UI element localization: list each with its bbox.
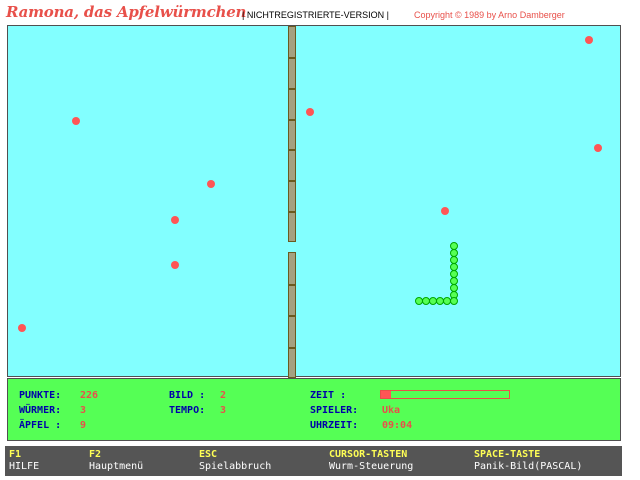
time-progress-bar [380, 390, 510, 399]
worm-segment [436, 297, 444, 305]
score-label: PUNKTE: [19, 390, 62, 401]
wall-joint [288, 315, 296, 317]
apple [72, 117, 80, 125]
apple [306, 108, 314, 116]
game-title: Ramona, das Apfelwürmchen [6, 3, 247, 21]
apple [441, 207, 449, 215]
time-label: ZEIT : [310, 390, 347, 401]
wall-joint [288, 180, 296, 183]
clock-value: 09:04 [382, 420, 413, 431]
worm-segment [450, 297, 458, 305]
speed-value: 3 [220, 405, 227, 416]
apples-label: ÄPFEL : [19, 420, 62, 431]
key-esc-desc: Spielabbruch [199, 461, 272, 472]
wall-joint [288, 56, 296, 59]
score-value: 226 [80, 390, 99, 401]
wall-upper [288, 26, 296, 242]
apple [171, 216, 179, 224]
key-space[interactable]: SPACE-TASTE [474, 449, 541, 460]
wall-joint [288, 149, 296, 152]
worm-segment [422, 297, 430, 305]
key-help-bar: F1 HILFE F2 Hauptmenü ESC Spielabbruch C… [5, 446, 622, 476]
key-f1-desc: HILFE [9, 461, 40, 472]
key-esc[interactable]: ESC [199, 449, 218, 460]
wall-joint [288, 211, 296, 214]
title-bar: Ramona, das Apfelwürmchen | NICHTREGISTR… [0, 0, 640, 24]
key-f2-desc: Hauptmenü [89, 461, 144, 472]
player-label: SPIELER: [310, 405, 359, 416]
wall-joint [288, 346, 296, 349]
apples-value: 9 [80, 420, 87, 431]
key-f1[interactable]: F1 [9, 449, 22, 460]
speed-label: TEMPO: [169, 405, 206, 416]
level-label: BILD : [169, 390, 206, 401]
copyright-notice: Copyright © 1989 by Arno Damberger [414, 10, 565, 20]
player-value: Uka [382, 405, 401, 416]
worm-segment [415, 297, 423, 305]
time-progress-fill [381, 391, 392, 398]
apple [171, 261, 179, 269]
level-value: 2 [220, 390, 227, 401]
clock-label: UHRZEIT: [310, 420, 359, 431]
apple [18, 324, 26, 332]
key-f2[interactable]: F2 [89, 449, 102, 460]
wall-joint [288, 87, 296, 90]
apple [594, 144, 602, 152]
wall-lower [288, 252, 296, 378]
apple [207, 180, 215, 188]
worm-segment [429, 297, 437, 305]
key-space-desc: Panik-Bild(PASCAL) [474, 461, 583, 472]
key-cursor[interactable]: CURSOR-TASTEN [329, 449, 408, 460]
apple [585, 36, 593, 44]
key-cursor-desc: Wurm-Steuerung [329, 461, 414, 472]
status-panel: PUNKTE: 226 WÜRMER: 3 ÄPFEL : 9 BILD : 2… [7, 378, 621, 441]
registration-notice: | NICHTREGISTRIERTE-VERSION | [242, 10, 390, 20]
playfield [7, 25, 621, 378]
wall-joint [288, 118, 296, 121]
wall-joint [288, 283, 296, 286]
worms-label: WÜRMER: [19, 405, 62, 416]
worms-value: 3 [80, 405, 87, 416]
